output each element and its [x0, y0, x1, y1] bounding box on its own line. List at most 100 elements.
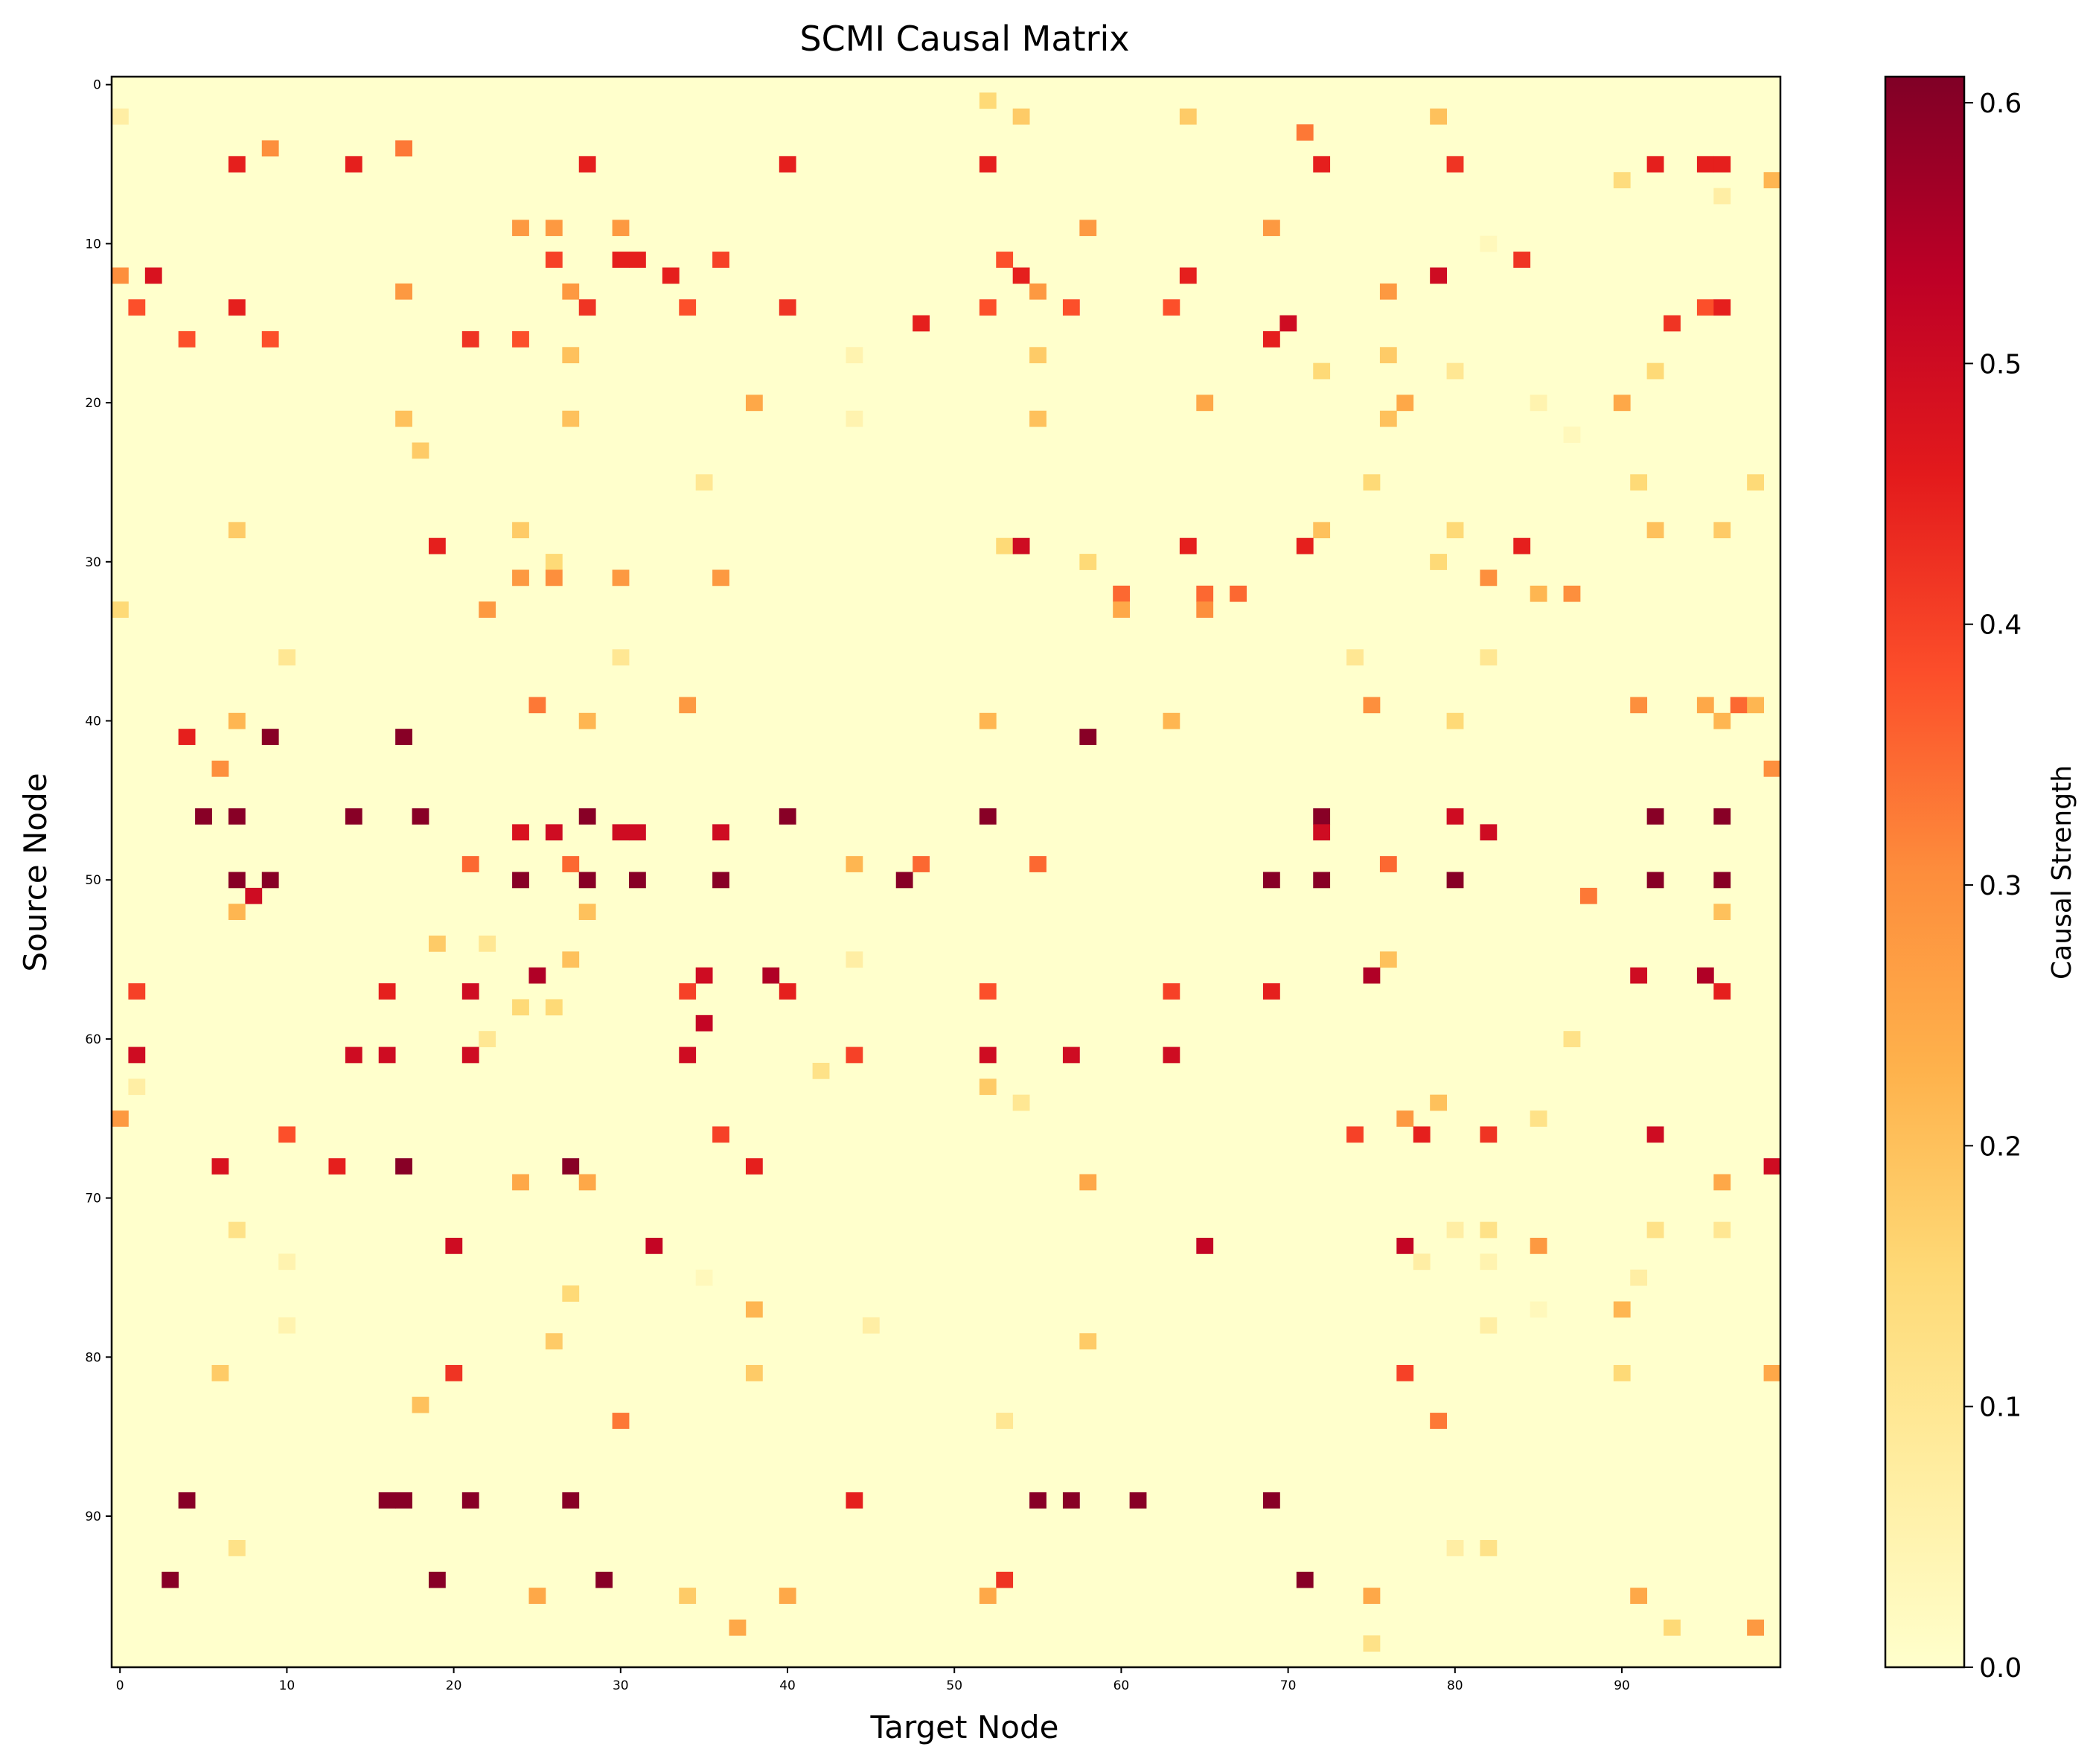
heatmap-cell: [1396, 394, 1414, 412]
heatmap-cell: [128, 1078, 146, 1096]
heatmap-cell: [662, 267, 680, 284]
heatmap-cell: [1446, 522, 1464, 539]
heatmap-cell: [178, 330, 196, 348]
heatmap-cell: [1747, 474, 1764, 491]
heatmap-cell: [1179, 267, 1197, 284]
heatmap-cell: [1113, 601, 1131, 618]
heatmap-cell: [528, 697, 546, 714]
x-tick-label: 0: [116, 1678, 124, 1693]
heatmap-cell: [512, 999, 529, 1016]
heatmap-cell: [1696, 697, 1714, 714]
heatmap-cell: [228, 808, 246, 825]
heatmap-cell: [445, 1364, 463, 1381]
heatmap-cell: [578, 156, 596, 173]
heatmap-cell: [228, 712, 246, 729]
heatmap-cell: [1163, 712, 1180, 729]
heatmap-cell: [428, 1571, 446, 1588]
heatmap-cell: [695, 474, 713, 491]
heatmap-cell: [178, 729, 196, 745]
heatmap-cell: [1196, 585, 1214, 602]
heatmap-cell: [1129, 1492, 1147, 1509]
y-tick-label: 20: [85, 396, 101, 411]
heatmap-cell: [1530, 1301, 1547, 1318]
heatmap-cell: [1763, 1364, 1781, 1381]
heatmap-cell: [112, 108, 129, 125]
heatmap-cell: [479, 935, 496, 952]
heatmap-cell: [979, 299, 997, 316]
heatmap-cell: [1696, 967, 1714, 984]
heatmap-cell: [1363, 967, 1381, 984]
heatmap-cell: [679, 697, 697, 714]
heatmap-cell: [979, 156, 997, 173]
heatmap-cell: [996, 1571, 1014, 1588]
heatmap-cell: [479, 1031, 496, 1047]
heatmap-cell: [1313, 808, 1331, 825]
heatmap-cell: [528, 967, 546, 984]
heatmap-cell: [128, 299, 146, 316]
heatmap-cell: [1163, 983, 1180, 1000]
heatmap-cell: [1713, 1174, 1731, 1191]
heatmap-cell: [1713, 299, 1731, 316]
heatmap-cell: [712, 824, 729, 841]
x-axis-ticks: 0 10 20 30 40 50 60 70 80 90: [116, 1667, 1630, 1693]
heatmap-cell: [1363, 1635, 1381, 1652]
heatmap-cell: [1446, 1221, 1464, 1239]
heatmap-cell: [1613, 1301, 1631, 1318]
colorbar-tick-label: 0.1: [1979, 1393, 2022, 1423]
heatmap-cell: [812, 1062, 830, 1079]
heatmap-cell: [195, 808, 212, 825]
heatmap-cell: [1630, 1588, 1648, 1604]
heatmap-cell: [261, 140, 279, 157]
heatmap-cell: [395, 140, 412, 157]
heatmap-cell: [512, 220, 529, 237]
heatmap-cell: [779, 1588, 796, 1604]
heatmap-cell: [1413, 1253, 1431, 1271]
colorbar-tick-label: 0.4: [1979, 610, 2022, 641]
heatmap-cell: [846, 1046, 863, 1064]
heatmap-cell: [128, 1046, 146, 1064]
heatmap-cell: [1379, 347, 1397, 364]
heatmap-cell: [1713, 872, 1731, 889]
heatmap-cell: [712, 569, 729, 587]
heatmap-cell: [996, 537, 1014, 555]
heatmap-cell: [1713, 1221, 1731, 1239]
heatmap-cell: [345, 1046, 362, 1064]
heatmap-cell: [512, 872, 529, 889]
colorbar-tick-label: 0.6: [1979, 89, 2022, 119]
heatmap-cell: [1179, 108, 1197, 125]
heatmap-cell: [395, 283, 412, 300]
heatmap-cell: [211, 1364, 229, 1381]
heatmap-cell: [345, 808, 362, 825]
heatmap-cell: [612, 1413, 630, 1429]
heatmap-cell: [512, 522, 529, 539]
heatmap-cell: [762, 967, 780, 984]
heatmap-cell: [261, 729, 279, 745]
heatmap-cell: [629, 824, 646, 841]
heatmap-cell: [1079, 554, 1097, 570]
heatmap-cell: [1513, 252, 1531, 268]
x-tick-label: 60: [1113, 1678, 1130, 1693]
heatmap-cell: [1062, 1046, 1080, 1064]
x-tick-label: 90: [1614, 1678, 1630, 1693]
heatmap-cell: [996, 252, 1014, 268]
heatmap-cell: [846, 410, 863, 427]
heatmap-cell: [1413, 1126, 1431, 1143]
heatmap-cell: [1563, 1031, 1581, 1047]
y-tick-label: 50: [85, 873, 101, 888]
heatmap-cell: [1029, 347, 1046, 364]
heatmap-cell: [1613, 172, 1631, 188]
colorbar-tick-label: 0.2: [1979, 1131, 2022, 1162]
heatmap-cell: [1730, 697, 1748, 714]
heatmap-cell: [1296, 124, 1314, 141]
heatmap-cell: [1696, 156, 1714, 173]
heatmap-cell: [378, 983, 396, 1000]
heatmap-cell: [545, 252, 563, 268]
heatmap-cell: [612, 824, 630, 841]
heatmap-cell: [1029, 283, 1046, 300]
heatmap-cell: [1012, 108, 1030, 125]
heatmap-cell: [679, 299, 697, 316]
x-tick-label: 10: [279, 1678, 295, 1693]
heatmap-cell: [562, 1158, 580, 1175]
heatmap-cell: [562, 951, 580, 968]
heatmap-cell: [479, 601, 496, 618]
